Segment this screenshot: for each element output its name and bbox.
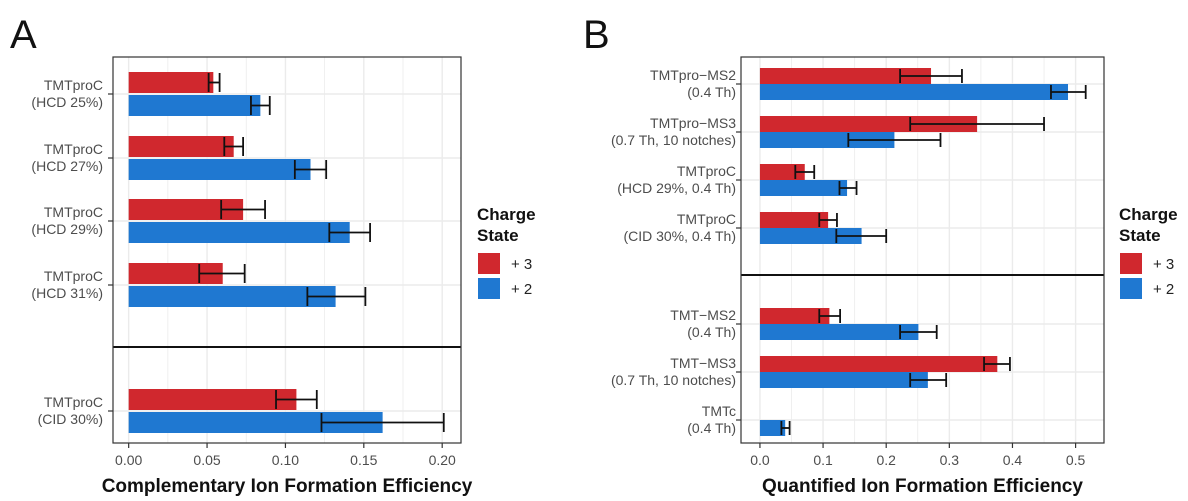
category-label-line1: TMTproC — [44, 204, 103, 220]
x-tick-label: 0.3 — [940, 452, 960, 468]
legend-label-plus3: + 3 — [511, 256, 532, 273]
legend-swatch-plus2 — [478, 278, 500, 299]
bar-plus3 — [759, 164, 805, 180]
bar-plus3 — [759, 308, 830, 324]
bar-plus2 — [128, 222, 350, 243]
category-label-line2: (0.4 Th) — [687, 324, 736, 340]
legend-label-plus3: + 3 — [1153, 256, 1174, 273]
chart-panel-a: TMTproC(HCD 25%)TMTproC(HCD 27%)TMTproC(… — [31, 56, 473, 497]
x-tick-label: 0.0 — [750, 452, 770, 468]
category-label-line2: (0.7 Th, 10 notches) — [611, 132, 736, 148]
bar-plus2 — [759, 372, 928, 388]
bar-plus2 — [128, 159, 311, 180]
category-label-line1: TMTproC — [44, 268, 103, 284]
panel-border — [112, 56, 462, 444]
x-tick-label: 0.20 — [429, 452, 456, 468]
bar-plus3 — [759, 68, 932, 84]
bar-plus2 — [128, 286, 336, 307]
legend-title-line2: State — [477, 226, 519, 245]
legend-label-plus2: + 2 — [1153, 281, 1174, 298]
x-tick-label: 0.15 — [350, 452, 377, 468]
bar-plus3 — [759, 116, 978, 132]
panel-b-letter: B — [583, 13, 610, 57]
category-label-line2: (HCD 29%, 0.4 Th) — [617, 180, 736, 196]
category-label-line1: TMT−MS2 — [670, 307, 736, 323]
bar-plus3 — [128, 136, 234, 157]
bar-plus3 — [128, 389, 297, 410]
category-label-line2: (HCD 31%) — [31, 285, 103, 301]
category-label-line2: (HCD 29%) — [31, 221, 103, 237]
x-tick-label: 0.10 — [272, 452, 299, 468]
legend-panel-a: Charge State + 3 + 2 — [477, 205, 536, 299]
x-tick-label: 0.5 — [1066, 452, 1086, 468]
bar-plus2 — [128, 95, 261, 116]
category-label-line2: (HCD 27%) — [31, 158, 103, 174]
bar-plus2 — [759, 324, 919, 340]
x-tick-label: 0.1 — [813, 452, 833, 468]
x-tick-label: 0.05 — [193, 452, 220, 468]
legend-panel-b: Charge State + 3 + 2 — [1119, 205, 1178, 299]
legend-title-line1: Charge — [477, 205, 536, 224]
category-label-line1: TMTpro−MS3 — [650, 115, 736, 131]
category-label-line2: (HCD 25%) — [31, 94, 103, 110]
bar-plus2 — [759, 180, 848, 196]
category-label-line2: (CID 30%) — [38, 411, 103, 427]
category-label-line1: TMTproC — [44, 141, 103, 157]
x-axis-title: Complementary Ion Formation Efficiency — [102, 476, 473, 497]
legend-title-line2: State — [1119, 226, 1161, 245]
category-label-line2: (0.7 Th, 10 notches) — [611, 372, 736, 388]
category-label-line1: TMTproC — [677, 163, 736, 179]
bar-plus3 — [128, 199, 244, 220]
legend-swatch-plus3 — [1120, 253, 1142, 274]
bar-plus2 — [759, 420, 786, 436]
category-label-line1: TMTc — [702, 403, 736, 419]
x-tick-label: 0.4 — [1003, 452, 1023, 468]
bar-plus2 — [759, 84, 1069, 100]
category-label-line1: TMT−MS3 — [670, 355, 736, 371]
chart-panel-b: TMTpro−MS2(0.4 Th)TMTpro−MS3(0.7 Th, 10 … — [611, 56, 1105, 497]
bar-plus3 — [759, 212, 829, 228]
legend-label-plus2: + 2 — [511, 281, 532, 298]
panel-a-letter: A — [10, 13, 37, 57]
bar-plus3 — [128, 72, 214, 93]
x-tick-label: 0.00 — [115, 452, 142, 468]
bar-plus2 — [128, 412, 383, 433]
panel-border — [740, 56, 1105, 444]
category-label-line2: (0.4 Th) — [687, 84, 736, 100]
category-label-line1: TMTproC — [677, 211, 736, 227]
bar-plus2 — [759, 132, 895, 148]
legend-swatch-plus2 — [1120, 278, 1142, 299]
category-label-line2: (CID 30%, 0.4 Th) — [623, 228, 736, 244]
bar-plus3 — [759, 356, 998, 372]
category-label-line2: (0.4 Th) — [687, 420, 736, 436]
legend-title-line1: Charge — [1119, 205, 1178, 224]
x-axis-title: Quantified Ion Formation Efficiency — [762, 476, 1083, 497]
x-tick-label: 0.2 — [876, 452, 896, 468]
category-label-line1: TMTproC — [44, 394, 103, 410]
category-label-line1: TMTproC — [44, 77, 103, 93]
category-label-line1: TMTpro−MS2 — [650, 67, 736, 83]
legend-swatch-plus3 — [478, 253, 500, 274]
